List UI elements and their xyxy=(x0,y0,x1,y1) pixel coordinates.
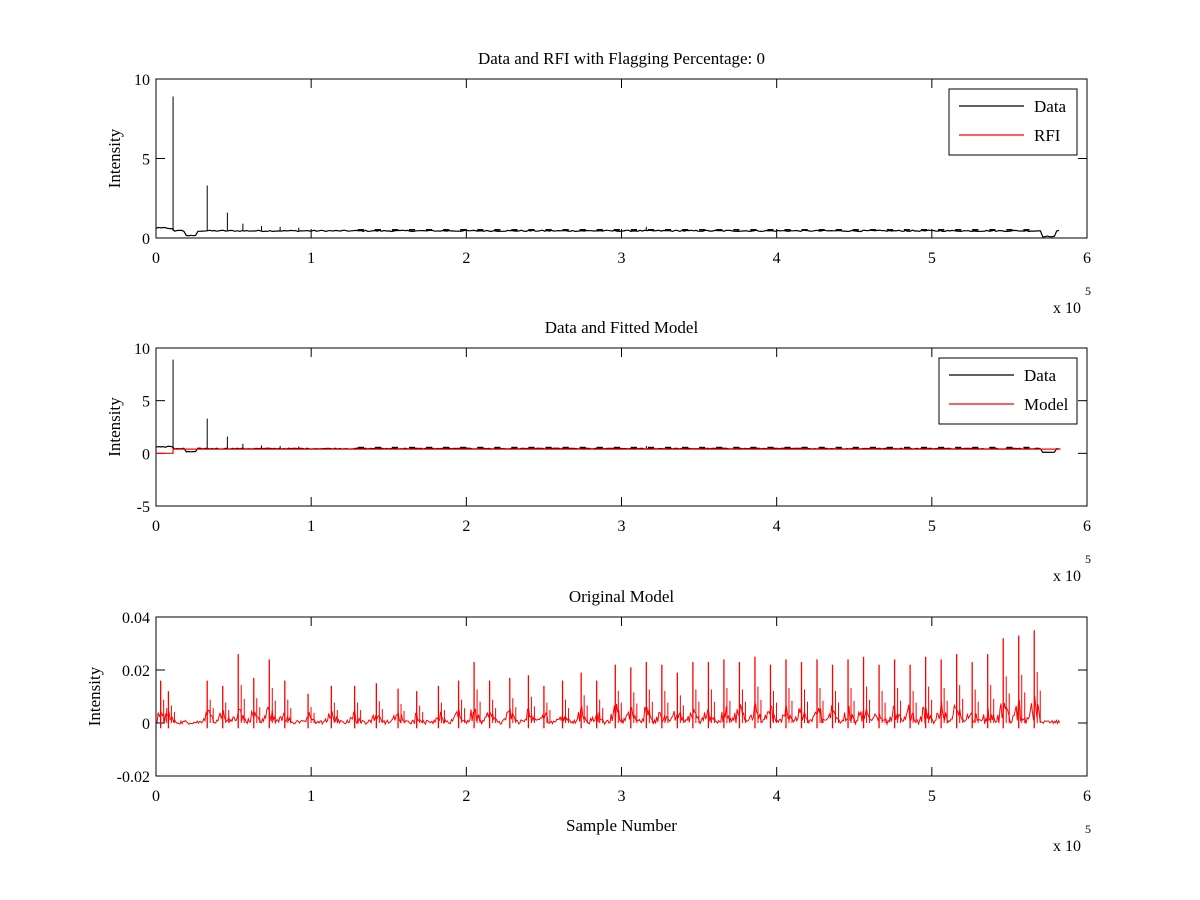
chart-title: Data and Fitted Model xyxy=(545,318,699,337)
x-tick-label: 6 xyxy=(1083,788,1091,805)
x-multiplier-base: x 10 xyxy=(1053,568,1081,585)
legend-box xyxy=(938,357,1078,425)
legend-label: Data xyxy=(1024,366,1057,385)
x-tick-label: 5 xyxy=(928,250,936,267)
y-tick-label: 0 xyxy=(142,716,150,733)
y-tick-label: 5 xyxy=(142,394,150,411)
x-tick-label: 4 xyxy=(773,788,781,805)
x-tick-label: 1 xyxy=(307,788,315,805)
series-data-line xyxy=(155,226,1060,238)
x-tick-label: 4 xyxy=(773,250,781,267)
panel-original-model: Original Model Intensity Sample Number 0 1 2 3… xyxy=(85,587,1091,855)
x-multiplier-base: x 10 xyxy=(1053,838,1081,855)
x-tick-label: 6 xyxy=(1083,518,1091,535)
x-multiplier-base: x 10 xyxy=(1053,300,1081,317)
y-tick-label: 5 xyxy=(142,152,150,169)
y-tick-label: -0.02 xyxy=(117,769,150,786)
x-tick-label: 2 xyxy=(462,518,470,535)
x-tick-label: 1 xyxy=(307,518,315,535)
x-tick-label: 1 xyxy=(307,250,315,267)
legend-label: Model xyxy=(1024,395,1069,414)
chart-title: Original Model xyxy=(569,587,675,606)
x-axis-label: Sample Number xyxy=(566,816,677,835)
axes-frame xyxy=(155,78,1088,239)
x-tick-label: 6 xyxy=(1083,250,1091,267)
series-model-line xyxy=(155,695,1061,727)
axes-frame xyxy=(155,616,1088,777)
x-tick-label: 5 xyxy=(928,518,936,535)
x-multiplier-exponent: 5 xyxy=(1085,284,1091,298)
y-tick-label: -5 xyxy=(137,499,150,516)
panel-rfi: Data and RFI with Flagging Percentage: 0… xyxy=(105,49,1091,317)
y-tick-label: 0.04 xyxy=(122,610,150,627)
x-tick-label: 5 xyxy=(928,788,936,805)
chart-title: Data and RFI with Flagging Percentage: 0 xyxy=(478,49,765,68)
x-tick-label: 3 xyxy=(618,518,626,535)
legend-label: Data xyxy=(1034,97,1067,116)
series-model-line xyxy=(156,448,1061,454)
y-tick-label: 0 xyxy=(142,446,150,463)
y-tick-label: 0 xyxy=(142,231,150,248)
y-axis-label: Intensity xyxy=(105,128,124,188)
y-axis-label: Intensity xyxy=(105,397,124,457)
x-tick-label: 4 xyxy=(773,518,781,535)
legend-box xyxy=(948,88,1078,156)
y-tick-label: 10 xyxy=(134,72,150,89)
x-tick-label: 0 xyxy=(152,788,160,805)
x-tick-label: 2 xyxy=(462,788,470,805)
x-multiplier-exponent: 5 xyxy=(1085,552,1091,566)
x-tick-label: 0 xyxy=(152,250,160,267)
y-tick-label: 0.02 xyxy=(122,663,150,680)
x-tick-label: 2 xyxy=(462,250,470,267)
y-axis-label: Intensity xyxy=(85,666,104,726)
x-tick-label: 3 xyxy=(618,250,626,267)
x-tick-label: 0 xyxy=(152,518,160,535)
legend-label: RFI xyxy=(1034,126,1061,145)
x-multiplier-exponent: 5 xyxy=(1085,822,1091,836)
y-tick-label: 10 xyxy=(134,341,150,358)
x-tick-label: 3 xyxy=(618,788,626,805)
